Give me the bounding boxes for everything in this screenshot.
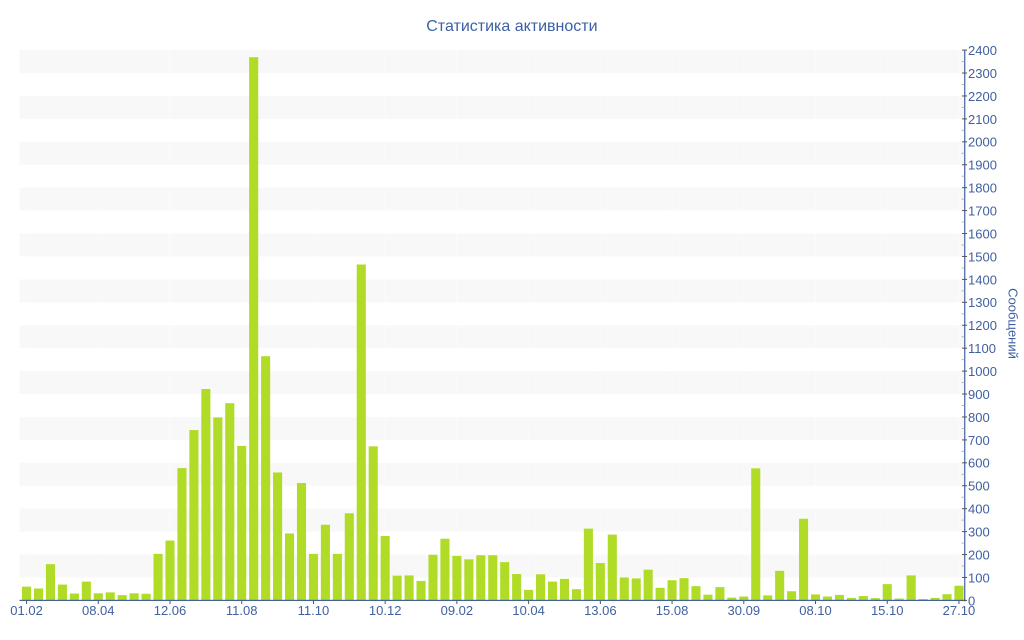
svg-text:2200: 2200 (968, 89, 997, 104)
svg-text:1200: 1200 (968, 318, 997, 333)
svg-text:2300: 2300 (968, 66, 997, 81)
svg-text:1100: 1100 (968, 341, 996, 356)
svg-text:08.04: 08.04 (82, 603, 115, 618)
svg-text:1600: 1600 (968, 226, 997, 241)
svg-text:700: 700 (968, 433, 990, 448)
svg-text:1500: 1500 (968, 249, 997, 264)
svg-text:1800: 1800 (968, 181, 997, 196)
svg-text:200: 200 (968, 547, 990, 562)
svg-text:08.10: 08.10 (799, 603, 832, 618)
svg-text:2100: 2100 (968, 112, 997, 127)
svg-text:15.08: 15.08 (656, 603, 689, 618)
svg-text:Статистика активности: Статистика активности (426, 18, 597, 35)
svg-text:400: 400 (968, 502, 990, 517)
svg-text:1900: 1900 (968, 158, 997, 173)
svg-text:1000: 1000 (968, 364, 997, 379)
svg-text:900: 900 (968, 387, 990, 402)
svg-text:Сообщений: Сообщений (1006, 288, 1021, 359)
svg-text:500: 500 (968, 479, 990, 494)
svg-text:27.10: 27.10 (943, 603, 976, 618)
svg-text:0: 0 (968, 593, 975, 608)
svg-text:12.06: 12.06 (154, 603, 187, 618)
svg-text:01.02: 01.02 (10, 603, 43, 618)
svg-text:2400: 2400 (968, 43, 997, 58)
svg-text:300: 300 (968, 525, 990, 540)
svg-text:15.10: 15.10 (871, 603, 904, 618)
svg-text:09.02: 09.02 (441, 603, 474, 618)
svg-text:10.12: 10.12 (369, 603, 402, 618)
svg-text:11.10: 11.10 (298, 603, 330, 618)
svg-text:11.08: 11.08 (226, 603, 258, 618)
svg-text:100: 100 (968, 570, 990, 585)
svg-text:10.04: 10.04 (512, 603, 545, 618)
svg-text:800: 800 (968, 410, 990, 425)
svg-text:600: 600 (968, 456, 990, 471)
svg-text:30.09: 30.09 (728, 603, 761, 618)
svg-text:13.06: 13.06 (584, 603, 617, 618)
svg-text:2000: 2000 (968, 135, 997, 150)
svg-text:1700: 1700 (968, 204, 997, 219)
svg-text:1400: 1400 (968, 272, 997, 287)
svg-text:1300: 1300 (968, 295, 997, 310)
